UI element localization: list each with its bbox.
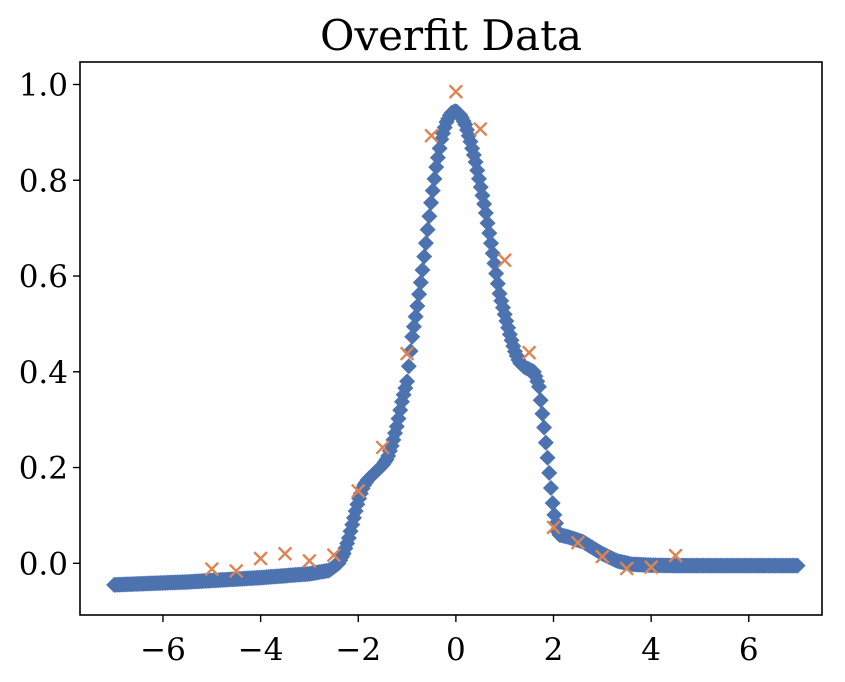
axes: −6 −4 −2 0 2 4 6 0.0 0.2 0.4 0.6 0.8 1.0 [19, 68, 759, 668]
diamond-point [409, 298, 426, 315]
y-tick-label: 0.0 [19, 546, 68, 582]
plot-frame [79, 61, 823, 616]
diamond-point [426, 170, 443, 187]
diamond-point [481, 225, 498, 242]
diamond-point [400, 358, 417, 375]
diamond-point [530, 378, 547, 395]
x-tick-label: 4 [641, 632, 661, 668]
diamond-point [542, 479, 559, 496]
y-tick-label: 0.6 [19, 259, 68, 295]
x-marker-point [643, 559, 659, 575]
x-marker-point [399, 346, 415, 361]
x-tick-label: −4 [238, 632, 284, 668]
diamond-point [541, 464, 558, 481]
y-tick-label: 0.2 [19, 451, 68, 487]
diamond-point [477, 205, 494, 222]
x-marker-point [595, 549, 610, 564]
x-marker-point [448, 84, 464, 99]
diamond-point [488, 265, 505, 282]
x-marker-point [351, 483, 366, 499]
x-marker-point [302, 553, 317, 569]
x-marker-point [668, 548, 683, 563]
diamond-point [532, 392, 549, 409]
y-tick-label: 1.0 [19, 68, 68, 104]
diamond-point [419, 221, 436, 238]
diamond-point [536, 419, 553, 436]
diamond-point [405, 318, 422, 335]
diamond-point [789, 557, 806, 574]
diamond-point [414, 261, 431, 278]
diamond-point [421, 208, 438, 225]
diamond-point [424, 182, 441, 199]
x-marker-point [277, 546, 293, 561]
diamond-point [496, 306, 513, 323]
diamond-point [539, 449, 556, 466]
x-marker-point [521, 345, 537, 360]
diamond-point [411, 286, 428, 303]
x-marker-point [326, 547, 342, 563]
x-tick-label: 6 [739, 632, 759, 668]
chart-title: Overfit Data [320, 11, 582, 60]
x-tick-label: −2 [335, 632, 381, 668]
x-tick-label: 0 [446, 632, 466, 668]
y-tick-label: 0.4 [19, 355, 68, 391]
x-marker-point [229, 563, 244, 579]
x-marker-point [253, 551, 268, 566]
diamond-point [423, 194, 440, 211]
diamond-point [399, 373, 416, 390]
x-marker-point [497, 253, 512, 268]
diamond-point [537, 434, 554, 451]
diamond-point [416, 248, 433, 265]
diamond-point [486, 255, 503, 272]
diamond-point [484, 245, 501, 262]
y-tick-label: 0.8 [19, 163, 68, 199]
diamond-point [407, 308, 424, 325]
diamond-point [534, 405, 551, 422]
x-marker-point [546, 520, 561, 535]
x-marker-point [375, 440, 390, 455]
x-marker-point [473, 121, 488, 137]
x-tick-label: 2 [544, 632, 564, 668]
plot-data [106, 84, 806, 593]
diamond-point [544, 495, 561, 512]
x-marker-point [204, 561, 219, 577]
x-marker-point [424, 128, 439, 143]
x-tick-label: −6 [140, 632, 186, 668]
x-marker-point [570, 535, 586, 550]
x-marker-point [619, 561, 634, 576]
diamond-point [489, 275, 506, 292]
diamond-point [404, 328, 421, 345]
diamond-point [479, 215, 496, 232]
diamond-point [417, 235, 434, 252]
diamond-point [482, 235, 499, 252]
diamond-point [412, 274, 429, 291]
